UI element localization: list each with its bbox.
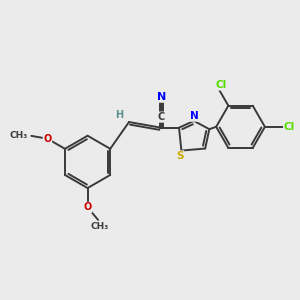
Text: N: N [157, 92, 166, 102]
Text: O: O [43, 134, 52, 144]
Text: O: O [83, 202, 92, 212]
Text: C: C [158, 112, 165, 122]
Text: Cl: Cl [215, 80, 226, 90]
Text: H: H [116, 110, 124, 121]
Text: CH₃: CH₃ [91, 222, 109, 231]
Text: Cl: Cl [284, 122, 295, 132]
Text: CH₃: CH₃ [10, 131, 28, 140]
Text: S: S [176, 151, 184, 161]
Text: N: N [190, 111, 198, 121]
